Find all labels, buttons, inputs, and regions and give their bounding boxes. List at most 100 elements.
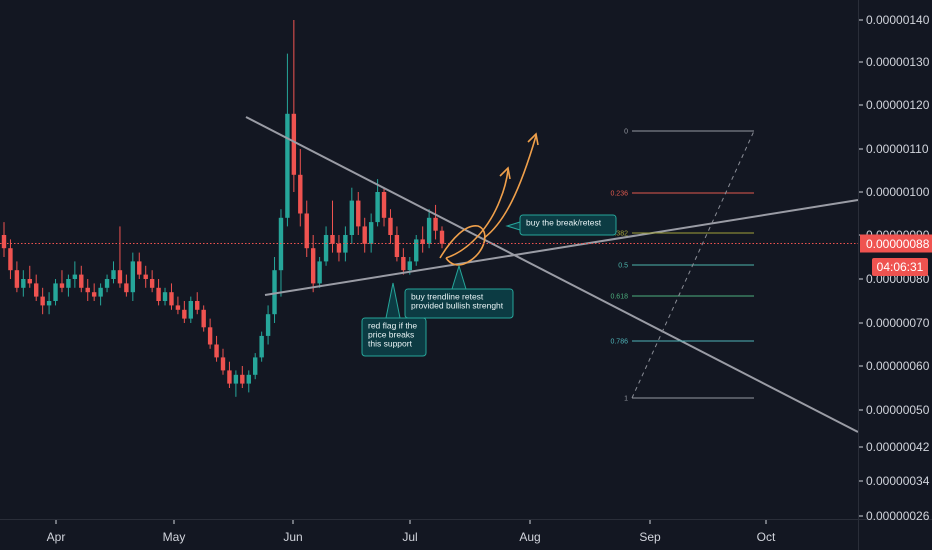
candle-body — [143, 274, 148, 279]
x-tick-label: Oct — [757, 530, 776, 544]
candle-body — [59, 283, 65, 288]
y-tick-label: 0.00000070 — [866, 316, 930, 330]
candle-body — [253, 357, 258, 375]
candle-body — [27, 279, 32, 284]
candle-body — [336, 243, 342, 253]
candle-body — [201, 309, 206, 328]
candle-body — [21, 279, 26, 288]
candle-body — [401, 257, 406, 271]
callout-box — [361, 317, 427, 357]
candle-body — [388, 217, 393, 235]
candle-body — [14, 270, 20, 288]
callout-text-line: buy the break/retest — [526, 218, 602, 228]
candle-body — [291, 113, 297, 175]
callout-box — [519, 214, 617, 236]
projection-arrows-group — [439, 132, 539, 266]
candle-body — [169, 292, 174, 306]
candle-body — [66, 279, 71, 288]
x-tick-label: Jun — [283, 530, 302, 544]
candle-body — [285, 113, 290, 218]
candle-body — [156, 287, 161, 301]
callout-text-line: provided bullish strenght — [411, 301, 504, 311]
candle-body — [246, 374, 251, 384]
current-price-label: 0.00000088 — [866, 237, 930, 251]
callout-seam — [363, 319, 425, 320]
callout-text-line: red flag if the — [368, 321, 417, 331]
callout-text-line: price breaks — [368, 330, 414, 340]
projection-arrowhead-upper — [527, 132, 539, 146]
projection-arrowhead-lower — [499, 166, 511, 180]
projection-path-lower — [439, 169, 509, 266]
y-tick-label: 0.00000060 — [866, 359, 930, 373]
candle-body — [137, 261, 142, 275]
fib-level-label: 0.5 — [618, 263, 628, 270]
candle-body — [117, 270, 123, 284]
ascending-trendline[interactable] — [264, 199, 859, 296]
candle-body — [182, 309, 187, 319]
candle-body — [220, 357, 226, 371]
candle-body — [304, 213, 309, 249]
candle-body — [40, 296, 45, 306]
candle-body — [188, 301, 193, 319]
candle-body — [85, 287, 90, 293]
callout-pointer — [451, 264, 467, 290]
candle-body — [407, 261, 412, 271]
candle-body — [111, 270, 116, 279]
candle-body — [1, 235, 7, 249]
fib-level-label: 0 — [624, 129, 628, 136]
y-tick-label: 0.00000034 — [866, 474, 930, 488]
y-tick-label: 0.00000026 — [866, 509, 930, 523]
fib-trend-dashed-line — [631, 130, 755, 399]
candle-body — [149, 279, 155, 288]
projection-path-upper — [483, 135, 537, 239]
x-tick-label: Jul — [402, 530, 417, 544]
candle-body — [426, 217, 432, 244]
candle-body — [381, 192, 387, 218]
callout-seam — [406, 290, 512, 291]
candle-body — [240, 374, 245, 384]
y-tick-label: 0.00000050 — [866, 403, 930, 417]
y-tick-label: 0.00000100 — [866, 185, 930, 199]
callout-pointer — [505, 221, 521, 231]
candle-body — [72, 274, 78, 279]
candle-body — [53, 283, 58, 301]
descending-trendline[interactable] — [245, 116, 859, 433]
candle-body — [394, 235, 400, 257]
candle-body — [433, 217, 438, 231]
candle-body — [233, 374, 239, 384]
candle-body — [259, 335, 264, 358]
callout-buy-break[interactable]: buy the break/retest — [505, 214, 617, 236]
callout-text-line: buy trendline retest — [411, 292, 484, 302]
fib-level-label: 1 — [624, 396, 628, 403]
candle-body — [317, 261, 322, 284]
callout-text-line: this support — [368, 339, 413, 349]
y-tick-label: 0.00000120 — [866, 98, 930, 112]
trendlines-group[interactable] — [245, 116, 859, 433]
candle-body — [104, 279, 110, 288]
candle-body — [414, 239, 419, 262]
fib-level-label: 0.786 — [610, 339, 628, 346]
candle-body — [34, 283, 39, 297]
callout-seam — [521, 216, 615, 217]
candle-body — [91, 292, 97, 297]
candle-body — [375, 192, 380, 223]
countdown-box — [872, 258, 928, 276]
fibonacci-group[interactable]: 1 0.786 0.618 0.5 0.382 0.236 0 — [610, 129, 755, 403]
countdown-label: 04:06:31 — [877, 260, 924, 274]
candles-group — [1, 20, 445, 397]
candle-body — [310, 248, 316, 284]
candle-body — [130, 261, 136, 293]
fib-level-label: 0.382 — [610, 231, 628, 238]
y-tick-label: 0.00000130 — [866, 55, 930, 69]
candle-body — [368, 222, 374, 244]
callouts-group[interactable]: buy the break/retest buy trendline retest… — [361, 214, 617, 357]
candle-body — [343, 235, 348, 253]
candle-body — [79, 274, 84, 288]
x-tick-label: Sep — [639, 530, 661, 544]
candle-body — [265, 314, 271, 336]
